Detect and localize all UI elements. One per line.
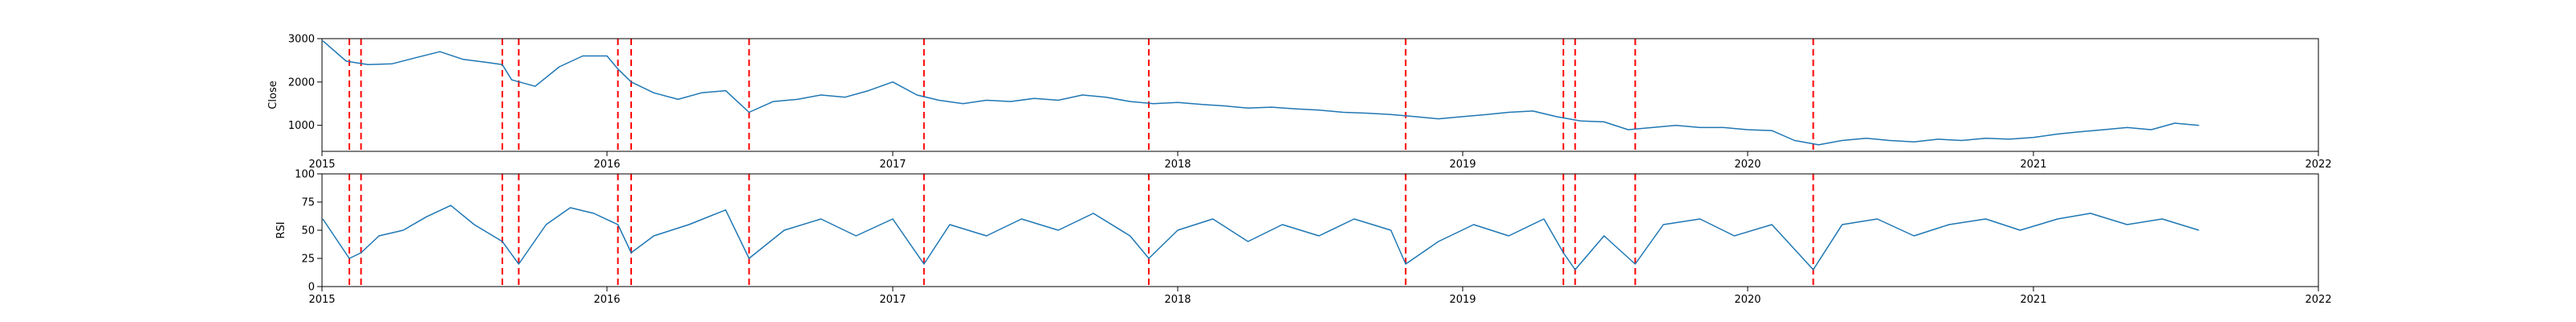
rsi-y-tick-label: 0 <box>308 282 315 294</box>
rsi-x-tick-label: 2018 <box>1164 294 1191 306</box>
close-plot-frame <box>321 38 2319 152</box>
close-x-tick-label: 2022 <box>2305 159 2331 171</box>
rsi-x-tick-label: 2016 <box>593 294 620 306</box>
close-price-panel: 1000 2000 3000 2015 2016 2017 2018 2019 2020 202… <box>267 34 2332 171</box>
close-x-tick-label: 2015 <box>308 159 335 171</box>
rsi-y-tick-label: 25 <box>301 254 315 266</box>
rsi-y-ticks: 0 25 50 75 100 <box>295 169 322 294</box>
close-x-tick-label: 2021 <box>2020 159 2046 171</box>
rsi-y-tick-label: 50 <box>301 225 315 237</box>
rsi-signal-markers <box>348 174 1814 287</box>
rsi-x-tick-label: 2021 <box>2020 294 2046 306</box>
rsi-x-tick-label: 2019 <box>1449 294 1476 306</box>
close-signal-markers <box>348 39 1814 151</box>
close-y-axis-label: Close <box>267 80 279 109</box>
rsi-line <box>322 204 2199 270</box>
rsi-x-tick-label: 2020 <box>1734 294 1761 306</box>
close-x-tick-label: 2019 <box>1449 159 1476 171</box>
rsi-y-axis-label: RSI <box>275 221 287 238</box>
close-x-tick-label: 2017 <box>879 159 906 171</box>
rsi-x-tick-label: 2015 <box>308 294 335 306</box>
rsi-y-tick-label: 75 <box>301 197 315 209</box>
close-y-tick-label: 1000 <box>288 120 315 132</box>
close-x-tick-label: 2018 <box>1164 159 1191 171</box>
close-y-tick-label: 2000 <box>288 76 315 89</box>
rsi-x-tick-label: 2017 <box>879 294 906 306</box>
rsi-y-tick-label: 100 <box>295 169 315 181</box>
rsi-x-ticks: 2015 2016 2017 2018 2019 2020 2021 2022 <box>308 287 2332 306</box>
close-x-ticks: 2015 2016 2017 2018 2019 2020 2021 2022 <box>308 151 2332 171</box>
close-y-ticks: 1000 2000 3000 <box>288 34 322 132</box>
close-y-tick-label: 3000 <box>288 34 315 46</box>
close-price-line <box>322 40 2199 146</box>
close-x-tick-label: 2020 <box>1734 159 1761 171</box>
rsi-x-tick-label: 2022 <box>2305 294 2331 306</box>
close-x-tick-label: 2016 <box>593 159 620 171</box>
